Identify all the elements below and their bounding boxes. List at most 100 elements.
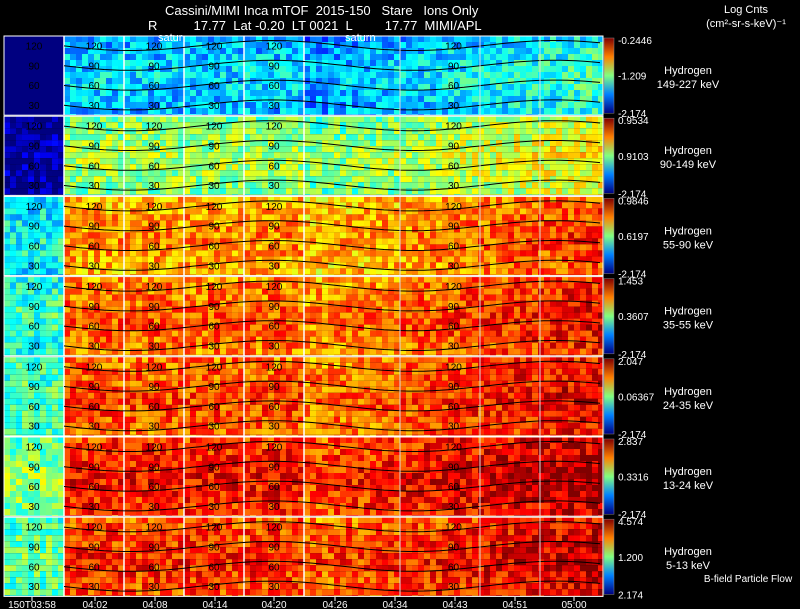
- contour-label: 30: [28, 101, 40, 112]
- contour-label: 30: [208, 422, 220, 433]
- contour-label: 60: [208, 402, 220, 413]
- contour-label: 30: [28, 342, 40, 353]
- contour-line: [63, 500, 601, 512]
- contour-label: 120: [266, 523, 283, 534]
- contour-label: 90: [88, 462, 100, 473]
- contour-label: 60: [88, 482, 100, 493]
- contour-label: 120: [86, 42, 103, 53]
- energy-range-label: 5-13 keV: [666, 560, 711, 572]
- contour-line: [63, 179, 601, 191]
- colorbar-units: Log Cnts (cm²-sr-s-keV)⁻¹: [696, 3, 796, 31]
- contour-label: 120: [26, 202, 43, 213]
- contour-label: 60: [28, 242, 40, 253]
- contour-label: 30: [448, 342, 460, 353]
- contour-line: [63, 440, 601, 452]
- contour-label: 90: [28, 382, 40, 393]
- contour-label: 120: [266, 42, 283, 53]
- colorbar: [603, 198, 615, 274]
- colorbar: [603, 37, 615, 114]
- contour-label: 120: [266, 443, 283, 454]
- contour-label: 120: [206, 362, 223, 373]
- contour-label: 120: [206, 202, 223, 213]
- colorbar-mid-label: 0.9103: [618, 152, 649, 163]
- contour-line: [63, 159, 601, 171]
- contour-label: 30: [268, 582, 280, 593]
- chart-subtitle: R 17.77 Lat -0.20 LT 0021 L 17.77 MIMI/A…: [148, 18, 482, 33]
- contour-label: 120: [26, 122, 43, 133]
- contour-label: 90: [88, 61, 100, 72]
- panel-4: 120 120 120 120 120 120 90 90 90 90 90 90 60 60 60 60 60…: [3, 356, 714, 441]
- contour-label: 60: [88, 322, 100, 333]
- contour-label: 90: [88, 222, 100, 233]
- contour-label: 30: [28, 422, 40, 433]
- units-line-2: (cm²-sr-s-keV)⁻¹: [706, 18, 786, 30]
- contour-label: 60: [448, 402, 460, 413]
- contour-label: 60: [88, 161, 100, 172]
- contour-label: 90: [28, 462, 40, 473]
- contour-label: 60: [148, 81, 160, 92]
- contour-line: [63, 39, 601, 51]
- contour-label: 120: [86, 443, 103, 454]
- contour-line: [63, 480, 601, 492]
- colorbar-min-label: -2.174: [618, 109, 647, 120]
- colorbar-mid-label: 0.06367: [618, 392, 655, 403]
- contour-label: 30: [448, 582, 460, 593]
- contour-label: 90: [448, 61, 460, 72]
- species-label: Hydrogen: [664, 145, 712, 157]
- contour-label: 30: [268, 261, 280, 272]
- contour-label: 90: [448, 462, 460, 473]
- contour-line: [63, 380, 601, 392]
- contour-line: [63, 79, 601, 91]
- contour-label: 120: [26, 443, 43, 454]
- contour-label: 30: [148, 582, 160, 593]
- colorbar: [603, 117, 615, 194]
- panel-border: [3, 195, 604, 277]
- contour-label: 60: [28, 322, 40, 333]
- contour-label: 30: [448, 422, 460, 433]
- energy-range-label: 24-35 keV: [663, 400, 714, 412]
- contour-line: [63, 220, 601, 232]
- contour-label: 90: [148, 382, 160, 393]
- contour-label: 90: [208, 61, 220, 72]
- contour-label: 60: [148, 482, 160, 493]
- x-tick-label: 04:20: [261, 600, 286, 609]
- contour-label: 30: [148, 422, 160, 433]
- contour-line: [63, 259, 601, 271]
- contour-label: 90: [268, 543, 280, 554]
- contour-line: [63, 200, 601, 212]
- panel-6: 120 120 120 120 120 120 90 90 90 90 90 90 60 60 60 60 60…: [3, 516, 712, 601]
- contour-label: 120: [445, 282, 462, 293]
- contour-label: 30: [268, 422, 280, 433]
- energy-range-label: 149-227 keV: [657, 79, 720, 91]
- panel-3: 120 120 120 120 120 120 90 90 90 90 90 90 60 60 60 60 60…: [3, 276, 714, 361]
- frame-annotation: satur: [158, 32, 183, 44]
- contour-label: 90: [208, 462, 220, 473]
- contour-label: 120: [445, 202, 462, 213]
- contour-line: [63, 360, 601, 372]
- contour-label: 30: [148, 502, 160, 513]
- contour-line: [63, 59, 601, 71]
- contour-label: 120: [266, 122, 283, 133]
- contour-label: 30: [208, 181, 220, 192]
- contour-line: [63, 139, 601, 151]
- contour-label: 90: [208, 142, 220, 153]
- colorbar-mid-label: 1.200: [618, 553, 643, 564]
- contour-label: 90: [28, 222, 40, 233]
- contour-label: 120: [86, 202, 103, 213]
- contour-label: 90: [88, 142, 100, 153]
- contour-label: 30: [148, 261, 160, 272]
- panel-0: 120 120 120 120 120 120 90 90 90 90 90 90 60 60 60 60 60…: [3, 35, 720, 120]
- contour-line: [63, 300, 601, 312]
- contour-line: [63, 339, 601, 351]
- contour-label: 120: [266, 362, 283, 373]
- energy-range-label: 90-149 keV: [660, 159, 717, 171]
- contour-label: 60: [88, 242, 100, 253]
- contour-label: 120: [146, 523, 163, 534]
- contour-label: 30: [208, 261, 220, 272]
- colorbar-mid-label: 0.3316: [618, 473, 649, 484]
- colorbar-mid-label: 0.3607: [618, 312, 649, 323]
- contour-label: 90: [208, 222, 220, 233]
- contour-label: 30: [88, 261, 100, 272]
- contour-line: [63, 540, 601, 552]
- contour-label: 120: [206, 122, 223, 133]
